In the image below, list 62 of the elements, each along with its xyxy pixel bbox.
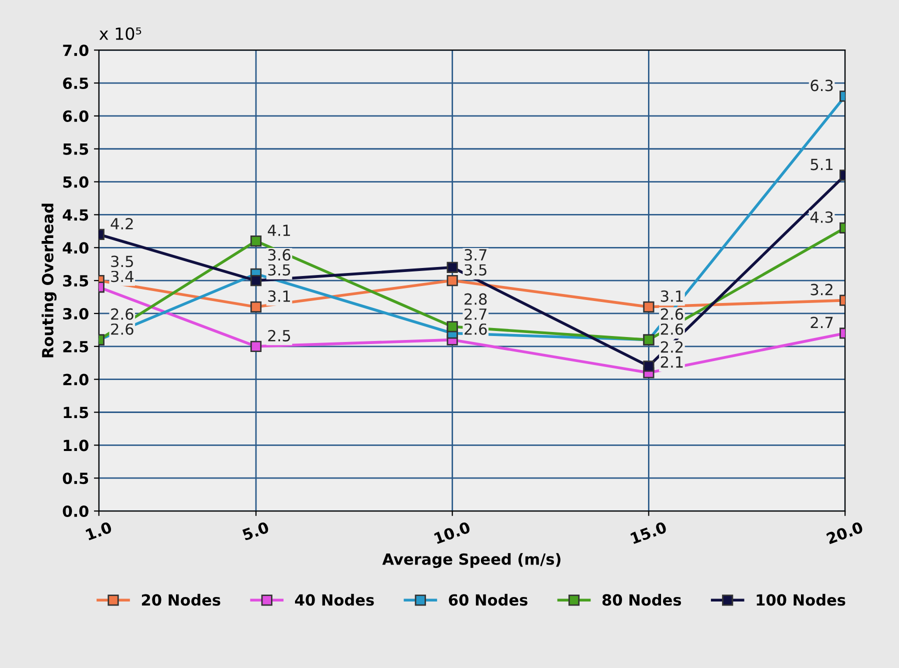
data-label: 4.3 (810, 211, 833, 223)
data-label: 3.7 (464, 249, 486, 261)
y-tick-label: 6.5 (63, 78, 88, 90)
data-label: 4.2 (110, 218, 133, 230)
y-axis-title: Routing Overhead (42, 204, 57, 358)
x-tick-label: 1.0 (85, 521, 112, 541)
data-label: 2.1 (660, 356, 683, 368)
y-tick-label: 2.0 (63, 374, 88, 386)
data-label: 2.8 (464, 293, 487, 305)
point (250, 301, 262, 312)
data-label: 3.5 (111, 256, 133, 268)
y-tick-label: 6.0 (63, 110, 88, 122)
point (250, 275, 262, 286)
text: x 10⁵ (99, 27, 142, 40)
y-tick-label: 4.0 (62, 242, 88, 254)
x-tick-label: 5.0 (242, 521, 270, 541)
data-label: 2.6 (111, 323, 134, 335)
y-tick-label: 4.5 (62, 209, 88, 221)
data-label: 3.2 (810, 284, 832, 296)
data-label: 2.6 (660, 323, 684, 335)
x-tick-label: 10.0 (434, 521, 471, 544)
data-label: 2.2 (660, 341, 683, 353)
data-label: 3.1 (268, 290, 290, 302)
legend-label: 40 Nodes (295, 594, 374, 606)
data-label: 3.6 (268, 249, 290, 261)
data-label: 5.1 (810, 158, 833, 170)
point (643, 301, 654, 312)
legend-label: 80 Nodes (602, 594, 682, 606)
data-label: 2.7 (464, 308, 486, 320)
y-tick-label: 5.0 (63, 176, 88, 188)
y-tick-label: 1.0 (64, 440, 88, 452)
point (643, 360, 654, 372)
x-axis-title: Average Speed (m/s) (382, 553, 560, 568)
data-label: 2.6 (111, 308, 134, 320)
data-label: 2.5 (268, 330, 290, 342)
point (446, 321, 458, 332)
data-label: 2.6 (660, 308, 684, 320)
y-tick-label: 3.0 (63, 308, 88, 320)
data-label: 3.5 (268, 264, 290, 276)
y-tick-label: 1.5 (64, 406, 88, 418)
y-tick-label: 3.5 (63, 275, 88, 287)
legend-label: 100 Nodes (756, 594, 846, 606)
data-label: 3.4 (111, 270, 134, 282)
y-tick-label: 0.0 (62, 505, 88, 518)
data-label: 3.5 (464, 264, 486, 276)
point (446, 262, 458, 273)
data-label: 6.3 (810, 80, 833, 92)
legend-label: 60 Nodes (448, 594, 528, 606)
x-tick-label: 20.0 (826, 521, 864, 544)
y-tick-label: 2.5 (63, 340, 88, 352)
x-tick-label: 15.0 (630, 521, 668, 544)
data-label: 4.1 (268, 224, 290, 236)
data-label: 3.1 (660, 290, 683, 302)
data-label: 2.7 (810, 316, 833, 328)
point (446, 275, 458, 286)
point (250, 340, 262, 352)
y-tick-label: 5.5 (63, 144, 88, 155)
y-tick-label: 7.0 (63, 44, 88, 56)
point (250, 235, 262, 247)
y-tick-label: 0.5 (62, 472, 88, 484)
legend-label: 20 Nodes (142, 594, 220, 606)
data-label: 2.6 (464, 323, 487, 335)
